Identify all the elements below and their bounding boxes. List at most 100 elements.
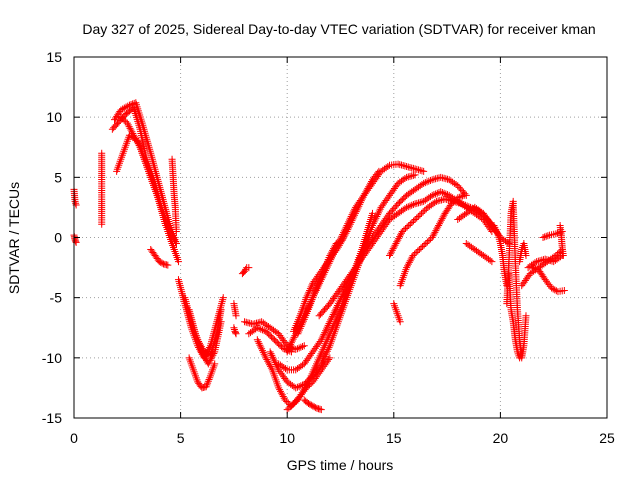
data-point	[328, 314, 336, 322]
data-point	[255, 339, 263, 347]
data-point	[245, 264, 253, 272]
data-point	[322, 351, 330, 359]
data-point	[128, 128, 136, 136]
data-point	[329, 246, 337, 254]
data-point	[408, 218, 416, 226]
series-arc-21	[266, 171, 419, 392]
data-point	[284, 399, 292, 407]
data-point	[306, 400, 314, 408]
data-point	[328, 312, 336, 320]
data-point	[371, 216, 379, 224]
data-point	[266, 362, 274, 370]
data-point	[356, 200, 364, 208]
data-point	[415, 246, 423, 254]
data-point	[124, 121, 132, 129]
series-arc-34	[490, 221, 511, 290]
data-point	[404, 203, 412, 211]
data-point	[368, 221, 376, 229]
data-point	[305, 400, 313, 408]
data-point	[130, 131, 138, 139]
data-point	[327, 250, 335, 258]
data-point	[198, 348, 206, 356]
data-point	[232, 330, 240, 338]
data-point	[98, 220, 106, 228]
data-point	[488, 258, 496, 266]
data-point	[338, 292, 346, 300]
data-point	[429, 232, 437, 240]
series-arc-27	[294, 236, 347, 338]
y-tick-label: 0	[54, 230, 62, 246]
data-point	[460, 201, 468, 209]
data-point	[124, 102, 132, 110]
data-point	[389, 245, 397, 253]
data-point	[296, 324, 304, 332]
data-point	[369, 220, 377, 228]
data-point	[421, 206, 429, 214]
series-arc-23	[283, 160, 428, 356]
data-point	[374, 169, 382, 177]
data-point	[343, 227, 351, 235]
data-point	[433, 225, 441, 233]
data-point	[410, 217, 418, 225]
data-point	[530, 264, 538, 272]
data-point	[384, 163, 392, 171]
series-arc-10	[166, 234, 182, 266]
data-point	[309, 402, 317, 410]
data-point	[257, 325, 265, 333]
data-point	[307, 283, 315, 291]
data-point	[330, 309, 338, 317]
y-axis-label: SDTVAR / TECUs	[6, 182, 22, 294]
data-point	[304, 382, 312, 390]
data-point	[315, 278, 323, 286]
series-arc-01	[70, 185, 80, 209]
series-arc-22	[275, 173, 470, 374]
data-point	[404, 262, 412, 270]
data-point	[265, 359, 273, 367]
data-point	[299, 343, 307, 351]
data-point	[305, 288, 313, 296]
data-point	[126, 124, 134, 132]
data-point	[334, 301, 342, 309]
data-point	[405, 258, 413, 266]
data-point	[335, 298, 343, 306]
data-point	[325, 344, 333, 352]
x-tick-label: 15	[386, 430, 402, 446]
data-point	[404, 260, 412, 268]
data-point	[398, 227, 406, 235]
data-point	[317, 273, 325, 281]
data-point	[525, 271, 533, 279]
data-point	[325, 320, 333, 328]
data-point	[345, 224, 353, 232]
data-point	[72, 199, 80, 207]
data-point	[339, 236, 347, 244]
data-point	[319, 269, 327, 277]
data-point	[522, 312, 530, 320]
data-point	[283, 348, 291, 356]
data-point	[425, 237, 433, 245]
data-point	[349, 215, 357, 223]
data-point	[339, 289, 347, 297]
data-point	[435, 221, 443, 229]
data-point	[322, 349, 330, 357]
data-point	[271, 359, 279, 367]
axis-ticks: 0 5 10 15 20 25 -15 -10 -5 0 5 10 15	[42, 49, 615, 446]
series-arc-02	[70, 231, 80, 246]
data-point	[210, 350, 218, 358]
data-point	[162, 221, 170, 229]
data-point	[288, 401, 296, 409]
data-point	[286, 403, 294, 411]
data-point	[337, 294, 345, 302]
data-point	[306, 286, 314, 294]
data-point	[202, 383, 210, 391]
data-point	[259, 348, 267, 356]
data-point	[290, 333, 298, 341]
data-point	[419, 208, 427, 216]
data-point	[331, 307, 339, 315]
data-point	[433, 189, 441, 197]
data-point	[374, 209, 382, 217]
data-point	[219, 294, 227, 302]
data-point	[297, 323, 305, 331]
data-point	[299, 319, 307, 327]
data-point	[267, 364, 275, 372]
data-point	[287, 341, 295, 349]
